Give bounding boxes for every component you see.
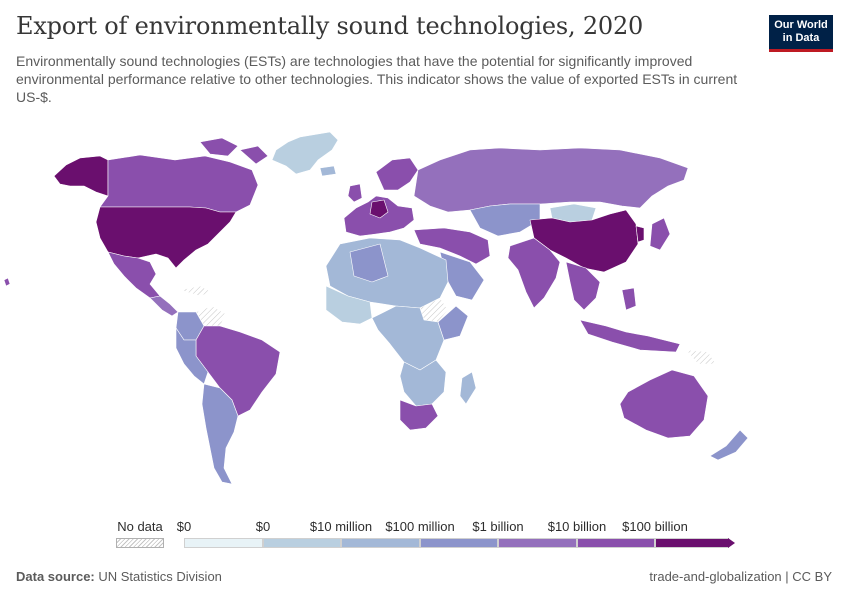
region-canada[interactable] xyxy=(99,154,259,213)
region-caribbean[interactable] xyxy=(179,285,213,297)
region-india[interactable] xyxy=(507,237,561,309)
region-central-africa[interactable] xyxy=(371,305,445,371)
logo-accent-bar xyxy=(769,49,833,52)
region-central-america[interactable] xyxy=(149,295,179,317)
data-source-label: Data source: xyxy=(16,569,95,584)
legend-swatch[interactable] xyxy=(184,538,263,548)
region-greenland[interactable] xyxy=(271,131,339,175)
region-se-asia[interactable] xyxy=(565,261,601,311)
legend-swatch[interactable] xyxy=(577,538,655,548)
legend-swatch[interactable] xyxy=(420,538,498,548)
logo-line-2: in Data xyxy=(782,32,820,44)
region-turkey-iran[interactable] xyxy=(413,227,491,265)
legend-tick-label: $1 billion xyxy=(472,519,524,534)
legend-nodata-label: No data xyxy=(117,519,163,534)
region-korea[interactable] xyxy=(635,225,645,243)
legend-swatch[interactable] xyxy=(341,538,420,548)
owid-logo[interactable]: Our World in Data xyxy=(769,15,833,52)
footer-license[interactable]: trade-and-globalization | CC BY xyxy=(649,569,832,584)
logo-line-1: Our World xyxy=(774,19,828,31)
region-germany[interactable] xyxy=(369,199,389,219)
region-south-africa[interactable] xyxy=(399,399,439,431)
region-hawaii[interactable] xyxy=(3,277,11,287)
legend-tick-label: $10 billion xyxy=(547,519,607,534)
region-algeria[interactable] xyxy=(349,243,389,283)
region-southern-africa[interactable] xyxy=(399,359,447,407)
region-russia[interactable] xyxy=(413,147,689,213)
region-peru-bolivia[interactable] xyxy=(175,327,209,385)
legend-tick-label: $10 million xyxy=(309,519,373,534)
region-indonesia[interactable] xyxy=(579,319,681,353)
region-canadian-arctic[interactable] xyxy=(199,137,269,165)
region-west-africa[interactable] xyxy=(325,285,373,325)
legend-swatch[interactable] xyxy=(498,538,577,548)
region-scandinavia[interactable] xyxy=(375,157,419,191)
region-madagascar[interactable] xyxy=(459,371,477,405)
region-uk[interactable] xyxy=(347,183,363,203)
region-alaska[interactable] xyxy=(53,155,109,197)
chart-title: Export of environmentally sound technolo… xyxy=(16,12,644,40)
region-png[interactable] xyxy=(685,349,717,365)
legend-arrow-icon xyxy=(728,538,735,548)
data-source-value[interactable]: UN Statistics Division xyxy=(98,569,222,584)
region-east-africa[interactable] xyxy=(437,305,469,341)
region-australia[interactable] xyxy=(619,369,709,439)
legend-tick-label: $100 million xyxy=(385,519,455,534)
region-new-zealand[interactable] xyxy=(709,429,749,461)
region-japan[interactable] xyxy=(649,217,671,251)
legend-swatch[interactable] xyxy=(263,538,341,548)
chart-subtitle: Environmentally sound technologies (ESTs… xyxy=(16,53,738,105)
region-kazakhstan[interactable] xyxy=(469,203,541,237)
legend-tick-label: $100 billion xyxy=(622,519,688,534)
region-argentina[interactable] xyxy=(201,383,239,485)
legend-arrow-shape xyxy=(728,538,735,548)
region-china[interactable] xyxy=(529,209,639,273)
legend-swatch[interactable] xyxy=(655,538,729,548)
region-philippines[interactable] xyxy=(621,287,637,311)
legend-tick-label: $0 xyxy=(176,519,192,534)
region-mexico[interactable] xyxy=(107,251,161,299)
region-iceland[interactable] xyxy=(319,165,337,177)
world-map xyxy=(3,131,749,485)
legend-tick-label: $0 xyxy=(255,519,271,534)
legend-nodata-swatch[interactable] xyxy=(116,538,164,548)
data-source: Data source: UN Statistics Division xyxy=(16,569,222,584)
